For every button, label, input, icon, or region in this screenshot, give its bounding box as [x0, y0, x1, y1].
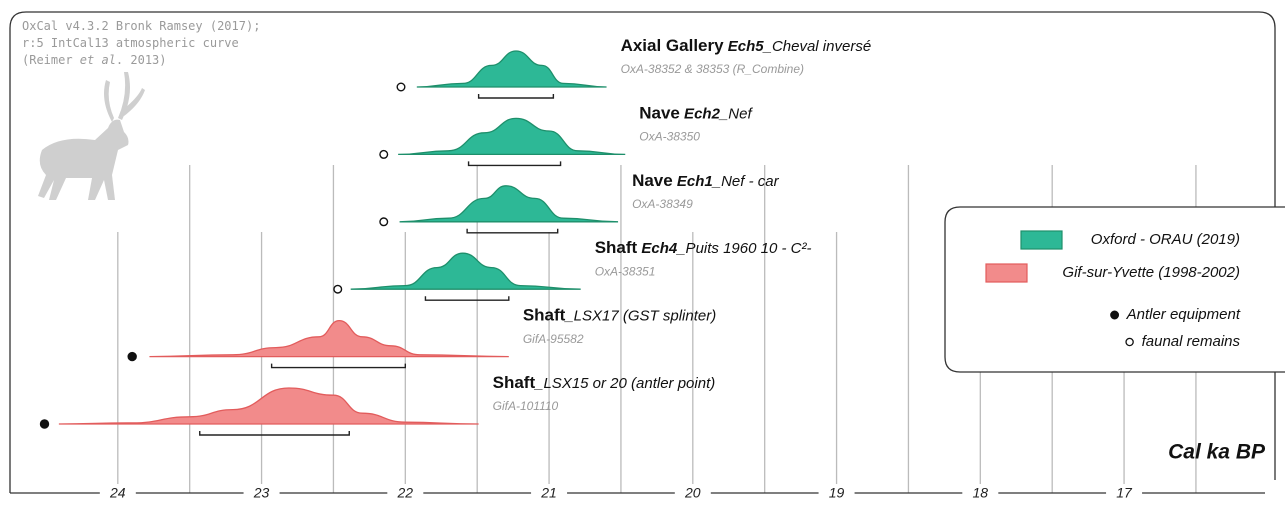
legend-marker: [1110, 310, 1120, 320]
text-part: _LSX15 or 20 (antler point): [533, 375, 715, 392]
legend-label: faunal remains: [1142, 333, 1241, 350]
density-curve: [350, 252, 581, 290]
lab-code: GifA-95582: [523, 332, 584, 346]
text-part: Nave: [632, 171, 673, 190]
text-part: Shaft: [493, 373, 536, 392]
text-part: OxCal v4.3.2 Bronk Ramsey (2017);: [22, 19, 260, 33]
text-part: (Reimer: [22, 53, 80, 67]
x-tick-label: 20: [684, 485, 701, 501]
lab-code: OxA-38350: [639, 130, 700, 144]
density-curve: [149, 319, 509, 358]
text-part: _LSX17 (GST splinter): [563, 308, 716, 325]
sample-marker: [333, 284, 343, 294]
range-bracket: [424, 296, 510, 301]
text-part: Shaft: [595, 239, 638, 258]
lab-code: OxA-38349: [632, 197, 693, 211]
text-part: _Cheval inversé: [762, 38, 872, 55]
text-part: r:5 IntCal13 atmospheric curve: [22, 36, 239, 50]
x-tick-label: 23: [253, 485, 270, 501]
legend-swatch: [1020, 230, 1063, 250]
x-tick-label: 22: [397, 485, 414, 501]
range-bracket: [199, 431, 350, 436]
sample-label: Shaft_LSX17 (GST splinter): [523, 306, 716, 325]
calibration-note: OxCal v4.3.2 Bronk Ramsey (2017);: [22, 19, 260, 33]
x-tick-label: 18: [973, 485, 989, 501]
sample-label: Shaft Ech4_Puits 1960 10 - C²-: [595, 239, 812, 258]
legend-label: Gif-sur-Yvette (1998-2002): [1062, 264, 1240, 281]
tick-label-bg: [243, 484, 280, 502]
sample-marker: [379, 149, 389, 159]
text-part: Ech4: [637, 240, 678, 257]
text-part: _Puits 1960 10 - C²-: [675, 240, 811, 257]
range-bracket: [467, 161, 562, 167]
calibration-note: r:5 IntCal13 atmospheric curve: [22, 36, 239, 50]
x-tick-label: 17: [1116, 485, 1133, 501]
legend-swatch: [985, 263, 1028, 283]
text-part: Ech2: [680, 105, 721, 122]
legend: Oxford - ORAU (2019) Gif-sur-Yvette (1998…: [944, 206, 1285, 373]
sample-marker: [39, 419, 50, 429]
text-part: Ech5: [724, 38, 765, 55]
reindeer-icon: [38, 72, 145, 200]
density-curve: [416, 50, 607, 88]
text-part: . 2013): [116, 53, 167, 67]
text-part: _Nef: [718, 105, 754, 122]
lab-code: OxA-38351: [595, 264, 656, 278]
sample-label: Axial Gallery Ech5_Cheval inversé: [621, 36, 872, 55]
lab-code: OxA-38352 & 38353 (R_Combine): [621, 62, 804, 76]
sample-marker: [127, 351, 137, 362]
legend-label: Oxford - ORAU (2019): [1091, 231, 1240, 248]
x-axis-label: Cal ka BP: [1168, 441, 1266, 464]
density-curve: [398, 117, 626, 156]
calibration-note: (Reimer et al. 2013): [22, 53, 167, 67]
sample-label: Nave Ech1_Nef - car: [632, 171, 780, 190]
tick-label-bg: [387, 484, 424, 502]
tick-label-bg: [531, 484, 568, 502]
x-tick-label: 19: [829, 485, 845, 501]
density-curve: [399, 185, 619, 223]
tick-label-bg: [674, 484, 711, 502]
tick-label-bg: [1106, 484, 1143, 502]
text-part: Axial Gallery: [621, 36, 725, 55]
text-part: Shaft: [523, 306, 566, 325]
sample-label: Nave Ech2_Nef: [639, 104, 753, 123]
text-part: Nave: [639, 104, 680, 123]
legend-label: Antler equipment: [1126, 306, 1241, 323]
sample-label: Shaft_LSX15 or 20 (antler point): [493, 373, 716, 392]
density-curve: [58, 387, 479, 425]
x-tick-label: 21: [540, 485, 557, 501]
range-bracket: [477, 94, 555, 99]
lab-code: GifA-101110: [493, 399, 559, 413]
text-part: et al: [80, 53, 116, 67]
sample-marker: [379, 217, 389, 227]
text-part: Ech1: [673, 173, 713, 190]
x-tick-label: 24: [109, 485, 126, 501]
range-bracket: [270, 363, 407, 369]
text-part: _Nef - car: [711, 173, 780, 190]
tick-label-bg: [818, 484, 855, 502]
legend-marker: [1125, 337, 1134, 347]
frame: [9, 11, 1276, 493]
sample-marker: [396, 82, 406, 92]
tick-label-bg: [99, 484, 136, 502]
range-bracket: [466, 228, 559, 234]
tick-label-bg: [962, 484, 999, 502]
